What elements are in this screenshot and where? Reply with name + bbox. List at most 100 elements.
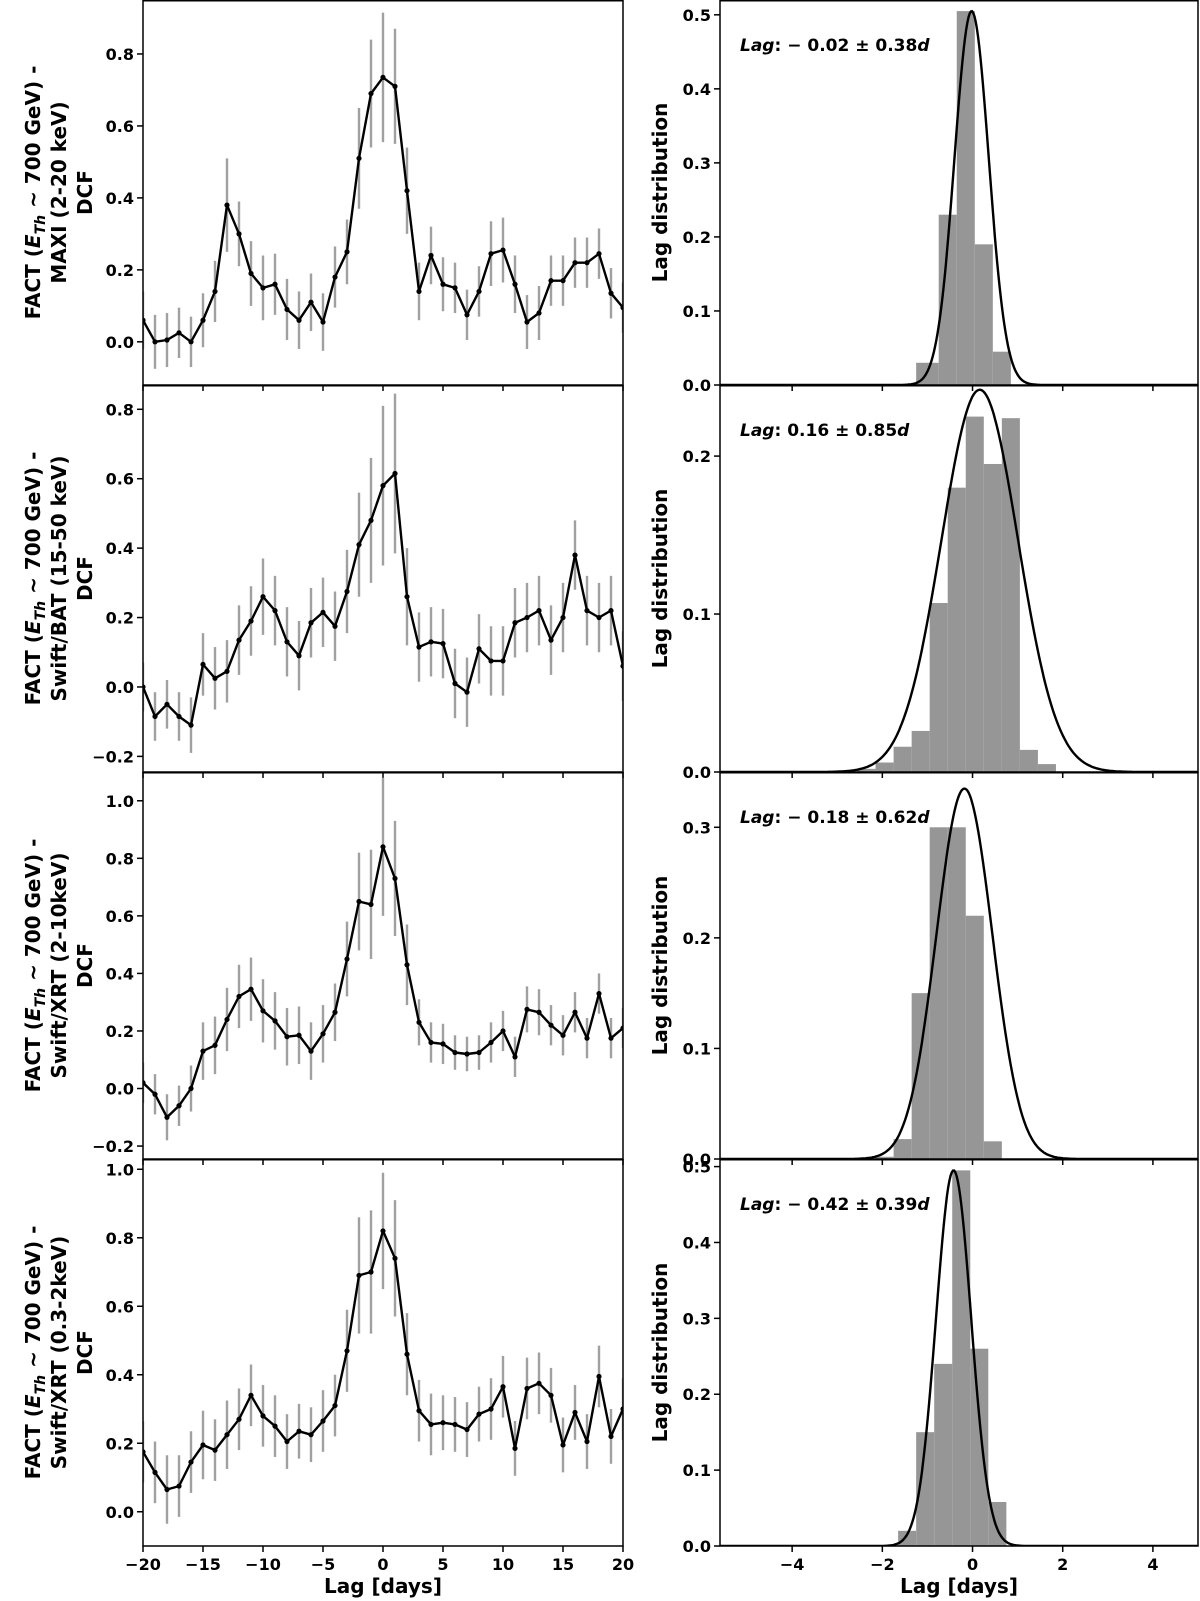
y-tick-label: 0.4 bbox=[683, 1233, 711, 1252]
dcf-point bbox=[200, 317, 206, 323]
dcf-point bbox=[176, 1103, 182, 1109]
y-tick-label: 0.8 bbox=[106, 400, 134, 419]
y-label-energy-symbol: E bbox=[21, 1394, 45, 1408]
x-tick-label: −4 bbox=[780, 1555, 805, 1574]
dcf-point bbox=[476, 1049, 482, 1056]
histogram-bar bbox=[938, 214, 957, 385]
dcf-point bbox=[284, 1034, 290, 1040]
histogram-bar bbox=[965, 915, 984, 1159]
lag-annotation: Lag: − 0.02 ± 0.38d bbox=[740, 36, 930, 56]
y-tick-label: 0.0 bbox=[683, 376, 711, 395]
plot-area bbox=[720, 787, 1198, 1159]
histogram-bar bbox=[875, 762, 894, 772]
dcf-point bbox=[464, 1426, 470, 1433]
y-tick-label: 0.2 bbox=[683, 1385, 711, 1404]
histogram-bar bbox=[1001, 418, 1020, 772]
y-label-energy-subscript: Th bbox=[33, 601, 49, 621]
x-tick-label: 4 bbox=[1147, 1555, 1158, 1574]
dcf-point bbox=[380, 844, 386, 850]
dcf-point bbox=[380, 1228, 386, 1234]
dcf-point bbox=[572, 260, 578, 266]
y-tick-label: 0.1 bbox=[683, 1461, 711, 1480]
dcf-point bbox=[464, 1051, 470, 1057]
y-axis-label-line: FACT (ETh ~ 700 GeV) - bbox=[21, 1226, 49, 1480]
dcf-point bbox=[608, 1433, 614, 1440]
lag-annotation-value: : − 0.18 ± 0.62 bbox=[774, 808, 917, 828]
y-tick-label: −0.2 bbox=[92, 1137, 134, 1156]
dcf-point bbox=[536, 1380, 542, 1386]
x-tick-label: −10 bbox=[245, 1555, 281, 1574]
x-tick-label: 0 bbox=[377, 1555, 388, 1574]
dcf-point bbox=[200, 1442, 206, 1448]
dcf-point bbox=[320, 1418, 326, 1424]
dcf-point bbox=[536, 1009, 542, 1015]
y-tick-label: 0.4 bbox=[683, 80, 711, 99]
dcf-point bbox=[584, 1438, 590, 1445]
dcf-point bbox=[368, 901, 374, 907]
panel-dcf-bat: −0.2 0.0 0.2 0.4 0.6 0.8 FACT (ETh ~ 700 GeV) … bbox=[21, 385, 624, 778]
dcf-point bbox=[524, 319, 530, 325]
y-tick-label: 1.0 bbox=[106, 792, 134, 811]
dcf-point bbox=[296, 317, 302, 323]
dcf-point bbox=[500, 1384, 506, 1390]
y-label-text: ~ 700 GeV) - bbox=[21, 1226, 45, 1375]
dcf-point bbox=[512, 1054, 518, 1060]
dcf-point bbox=[248, 986, 254, 992]
dcf-point bbox=[536, 310, 542, 316]
lag-annotation: Lag: 0.16 ± 0.85d bbox=[740, 421, 910, 441]
plot-area bbox=[143, 777, 623, 1141]
histogram-bar bbox=[929, 827, 948, 1159]
dcf-point bbox=[248, 1392, 254, 1398]
dcf-point bbox=[212, 1042, 218, 1048]
dcf-point bbox=[536, 608, 542, 614]
dcf-point bbox=[344, 588, 350, 595]
dcf-point bbox=[476, 646, 482, 652]
dcf-point bbox=[428, 639, 434, 645]
dcf-point bbox=[452, 1049, 458, 1056]
lag-annotation-prefix: Lag bbox=[740, 421, 774, 441]
dcf-point bbox=[368, 90, 374, 97]
histogram-bar bbox=[898, 1530, 917, 1546]
y-axis-label-line: FACT (ETh ~ 700 GeV) - bbox=[21, 452, 49, 706]
y-label-energy-subscript: Th bbox=[33, 988, 49, 1008]
dcf-point bbox=[488, 251, 494, 257]
dcf-point bbox=[464, 312, 470, 318]
dcf-point bbox=[428, 1421, 434, 1428]
dcf-point bbox=[452, 1421, 458, 1428]
dcf-point bbox=[584, 1035, 590, 1041]
dcf-point bbox=[200, 661, 206, 668]
panel-lag-xrt-soft: Lag: − 0.42 ± 0.39d 0.0 0.1 0.2 0.3 0.4 0.5 −4 −… bbox=[648, 1158, 1199, 1598]
panel-dcf-xrt-soft: 0.0 0.2 0.4 0.6 0.8 1.0 −20 −15 −10 −5 0 5 10 15 20 Lag… bbox=[21, 1159, 634, 1598]
y-axis-label-line: DCF bbox=[73, 170, 97, 215]
y-tick-label: 0.6 bbox=[106, 1297, 134, 1316]
dcf-point bbox=[476, 288, 482, 295]
y-tick-label: 0.3 bbox=[683, 1309, 711, 1328]
y-tick-label: 0.0 bbox=[683, 1537, 711, 1556]
y-label-energy-symbol: E bbox=[21, 620, 45, 634]
dcf-point bbox=[524, 1006, 530, 1012]
x-axis-label: Lag [days] bbox=[324, 1574, 442, 1598]
dcf-point bbox=[356, 898, 362, 905]
x-tick-label: −20 bbox=[125, 1555, 161, 1574]
plot-area bbox=[720, 388, 1198, 772]
y-label-text: FACT ( bbox=[21, 248, 45, 319]
histogram-bar bbox=[911, 993, 930, 1159]
dcf-point bbox=[500, 658, 506, 664]
y-tick-label: 0.3 bbox=[683, 154, 711, 173]
dcf-point bbox=[296, 1032, 302, 1038]
dcf-point bbox=[176, 330, 182, 336]
dcf-point bbox=[488, 1039, 494, 1046]
dcf-point bbox=[596, 251, 602, 257]
dcf-point bbox=[416, 288, 422, 295]
dcf-point bbox=[452, 285, 458, 291]
dcf-point bbox=[284, 306, 290, 313]
y-axis-label: Lag distribution bbox=[648, 489, 672, 669]
dcf-point bbox=[548, 278, 554, 284]
dcf-point bbox=[596, 614, 602, 621]
histogram-bar bbox=[952, 1170, 971, 1546]
dcf-point bbox=[404, 188, 410, 194]
dcf-point bbox=[500, 1028, 506, 1034]
dcf-point bbox=[176, 1483, 182, 1489]
dcf-point bbox=[200, 1048, 206, 1054]
